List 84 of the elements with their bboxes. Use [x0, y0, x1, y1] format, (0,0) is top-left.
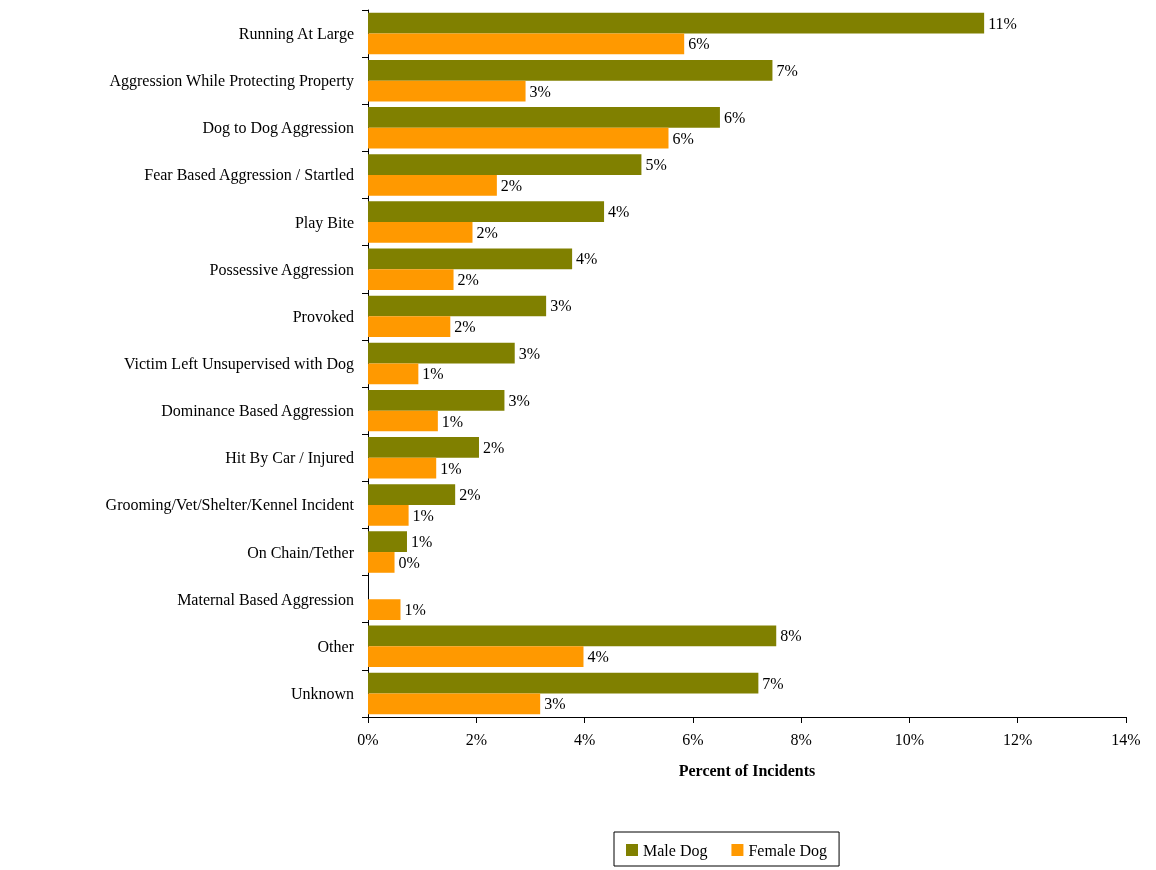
- bar: [368, 484, 456, 505]
- legend-label: Female Dog: [748, 841, 828, 860]
- bar: [368, 599, 401, 620]
- x-tick-label: 8%: [790, 730, 812, 748]
- bar: [368, 672, 759, 694]
- bar: [368, 248, 573, 270]
- data-label: 3%: [544, 695, 566, 713]
- data-label: 2%: [476, 223, 498, 241]
- data-label: 1%: [412, 506, 434, 524]
- y-tick-label: Other: [317, 637, 355, 655]
- bar: [368, 33, 685, 55]
- data-label: 1%: [422, 365, 444, 383]
- bar: [368, 269, 454, 290]
- bar: [368, 363, 419, 385]
- data-label: 6%: [723, 108, 746, 126]
- data-label: 1%: [440, 459, 462, 477]
- data-label: 1%: [441, 412, 464, 430]
- data-label: 7%: [762, 674, 784, 692]
- bar: [368, 107, 720, 128]
- bar: [368, 457, 437, 479]
- x-tick-label: 14%: [1111, 730, 1141, 748]
- data-label: 3%: [518, 344, 541, 362]
- data-label: 0%: [398, 553, 420, 571]
- data-label: 2%: [457, 271, 479, 289]
- data-label: 4%: [587, 648, 609, 666]
- data-label: 2%: [482, 438, 505, 456]
- data-label: 6%: [672, 129, 694, 147]
- data-label: 3%: [508, 391, 530, 409]
- bar: [368, 646, 584, 668]
- bar: [368, 437, 479, 458]
- y-tick-label: Unknown: [290, 684, 354, 702]
- y-tick-label: Dominance Based Aggression: [161, 402, 354, 421]
- x-tick-label: 4%: [573, 730, 596, 748]
- data-label: 4%: [608, 203, 630, 221]
- x-tick-label: 2%: [465, 730, 487, 748]
- bar: [368, 12, 985, 34]
- data-label: 11%: [988, 14, 1017, 32]
- bar: [368, 59, 773, 81]
- y-tick-label: Aggression While Protecting Property: [109, 72, 354, 91]
- data-label: 2%: [500, 176, 523, 194]
- data-label: 8%: [780, 627, 802, 645]
- bar: [368, 531, 407, 553]
- data-label: 1%: [410, 533, 433, 551]
- bar: [368, 389, 505, 411]
- bar: [368, 693, 541, 715]
- y-tick-label: On Chain/Tether: [247, 543, 355, 561]
- data-label: 3%: [550, 297, 572, 315]
- data-label: 5%: [645, 156, 667, 174]
- y-tick-label: Dog to Dog Aggression: [202, 119, 354, 138]
- bar: [368, 174, 497, 196]
- data-label: 1%: [404, 601, 426, 619]
- data-label: 7%: [776, 61, 798, 79]
- legend-label: Male Dog: [643, 841, 708, 860]
- x-tick-label: 0%: [357, 730, 379, 748]
- x-tick-label: 10%: [894, 730, 925, 748]
- data-label: 2%: [454, 318, 476, 336]
- y-tick-label: Provoked: [292, 307, 354, 325]
- bar: [368, 154, 642, 175]
- y-tick-label: Possessive Aggression: [209, 260, 354, 279]
- bar: [368, 504, 409, 526]
- data-label: 2%: [459, 486, 481, 504]
- bar: [368, 295, 547, 317]
- y-tick-label: Maternal Based Aggression: [177, 590, 354, 609]
- data-label: 6%: [688, 35, 710, 53]
- x-tick-label: 12%: [1003, 730, 1033, 748]
- bar: [368, 342, 515, 364]
- bar: [368, 625, 777, 647]
- y-tick-label: Hit By Car / Injured: [225, 449, 354, 468]
- data-label: 4%: [576, 250, 598, 268]
- bar: [368, 127, 669, 149]
- y-tick-label: Fear Based Aggression / Startled: [144, 166, 354, 185]
- data-label: 3%: [529, 82, 551, 100]
- y-tick-label: Grooming/Vet/Shelter/Kennel Incident: [105, 496, 355, 515]
- bar: [368, 80, 526, 102]
- bar: [368, 201, 605, 223]
- x-tick-label: 6%: [682, 730, 704, 748]
- y-tick-label: Running At Large: [238, 25, 354, 44]
- bar: [368, 316, 451, 338]
- x-axis-title: Percent of Incidents: [678, 761, 816, 779]
- bar: [368, 552, 395, 573]
- y-tick-label: Play Bite: [294, 213, 354, 232]
- bar: [368, 222, 473, 243]
- y-tick-label: Victim Left Unsupervised with Dog: [123, 355, 354, 373]
- bar: [368, 410, 438, 432]
